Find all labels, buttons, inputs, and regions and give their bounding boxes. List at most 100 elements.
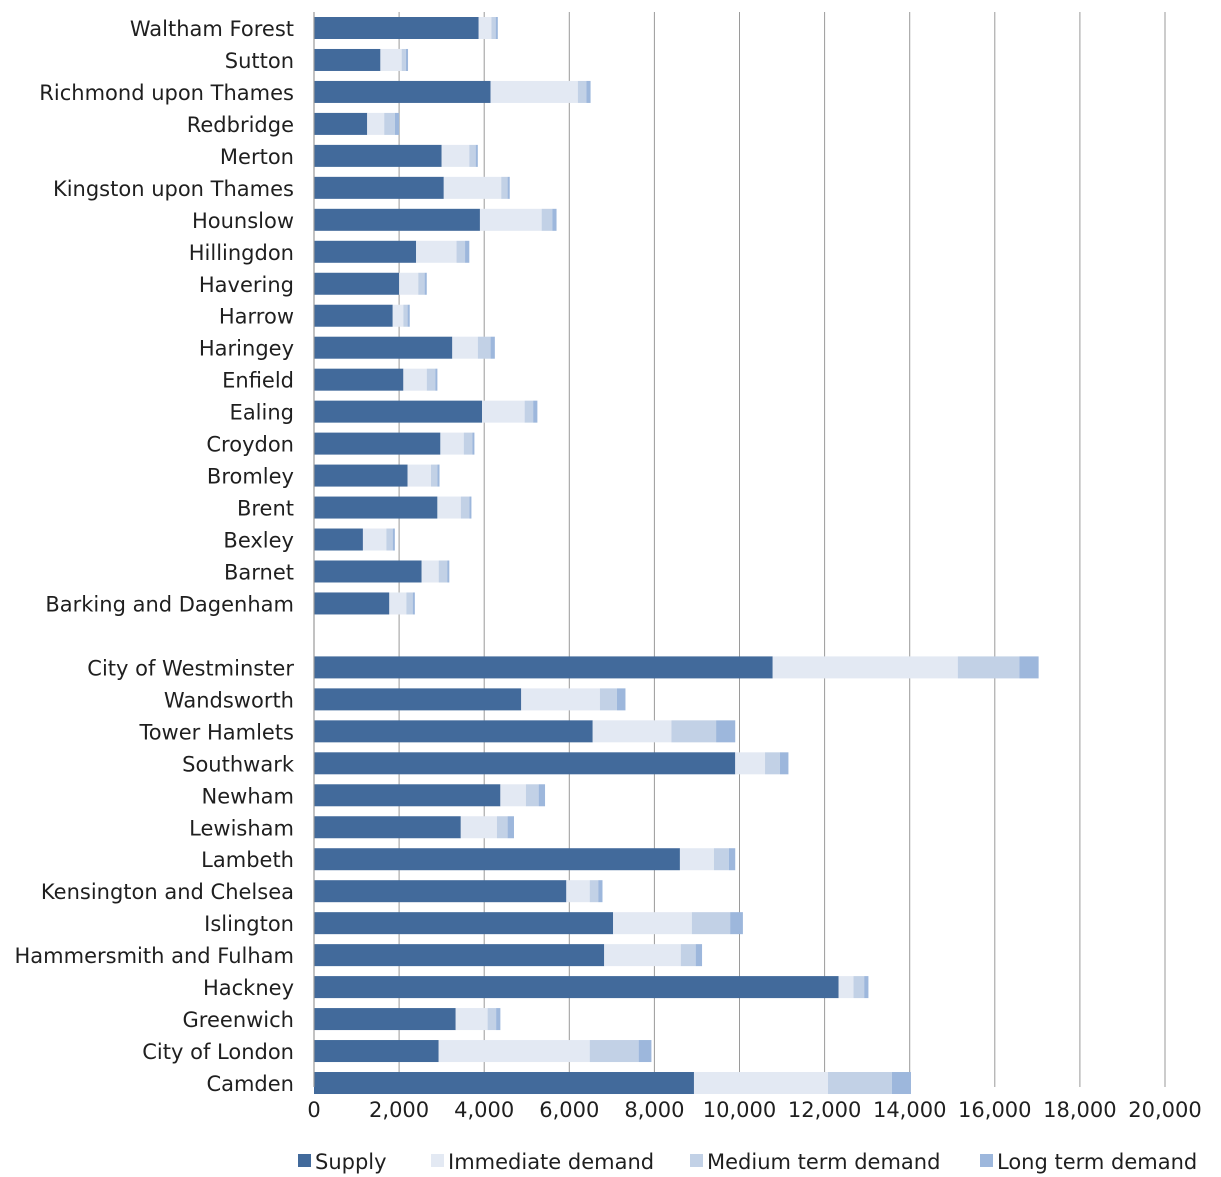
x-tick-labels: 0 2,000 4,000 6,000 8,000 10,000 12,000 14,000 1… <box>307 1098 1201 1122</box>
bar-segment-long-term-demand <box>472 432 475 455</box>
bar-segment-long-term-demand <box>779 752 789 775</box>
bar-segment-supply <box>314 176 444 199</box>
category-label: Harrow <box>219 305 294 329</box>
x-tick-label: 14,000 <box>873 1098 946 1122</box>
bar-segment-medium-term-demand <box>828 1072 892 1095</box>
bar-segment-immediate-demand <box>613 912 692 935</box>
bar-segment-medium-term-demand <box>469 144 476 167</box>
category-label: Merton <box>220 145 294 169</box>
bar-segment-immediate-demand <box>592 720 672 743</box>
bar-segment-supply <box>314 848 680 871</box>
bar-segment-supply <box>314 17 479 39</box>
bar-segment-long-term-demand <box>495 17 498 39</box>
category-label: Islington <box>204 912 294 936</box>
category-label: Brent <box>237 497 294 521</box>
bar-segment-long-term-demand <box>424 272 427 295</box>
bar-segment-long-term-demand <box>552 208 557 231</box>
category-label: Bromley <box>207 465 294 489</box>
bar-segment-immediate-demand <box>443 176 502 199</box>
bar-segment-long-term-demand <box>447 560 450 583</box>
legend-swatch <box>431 1154 444 1167</box>
bar-segment-immediate-demand <box>772 656 958 679</box>
x-tick-label: 4,000 <box>454 1098 514 1122</box>
category-label: Newham <box>202 784 294 808</box>
bar-segment-immediate-demand <box>478 17 492 39</box>
bar-segment-supply <box>314 400 483 423</box>
bar-segment-medium-term-demand <box>525 784 539 807</box>
category-label: Camden <box>206 1072 294 1096</box>
bar-segment-immediate-demand <box>399 272 419 295</box>
bar-segment-supply <box>314 112 368 135</box>
bar-segment-supply <box>314 1008 456 1031</box>
bar-segment-supply <box>314 144 442 167</box>
bar-segment-immediate-demand <box>438 1040 590 1063</box>
bar-segment-supply <box>314 432 441 455</box>
legend: Supply Immediate demand Medium term demand… <box>298 1150 1197 1174</box>
x-tick-label: 8,000 <box>624 1098 684 1122</box>
bar-segment-immediate-demand <box>452 336 478 359</box>
bar-segment-supply <box>314 304 393 327</box>
category-label: Hackney <box>203 976 294 1000</box>
legend-label: Long term demand <box>997 1150 1197 1174</box>
category-label: Hillingdon <box>189 241 294 265</box>
bar-segment-long-term-demand <box>538 784 546 807</box>
bar-segment-long-term-demand <box>695 944 703 967</box>
bar-segment-long-term-demand <box>730 912 743 935</box>
bar-segment-long-term-demand <box>1019 656 1039 679</box>
bar-segment-supply <box>314 720 593 743</box>
legend-swatch <box>690 1154 703 1167</box>
bar-segment-long-term-demand <box>405 48 409 71</box>
x-tick-label: 2,000 <box>369 1098 429 1122</box>
category-label: Lambeth <box>201 848 294 872</box>
bar-segment-medium-term-demand <box>691 912 731 935</box>
bar-segment-immediate-demand <box>490 80 578 103</box>
bar-segment-long-term-demand <box>407 304 410 327</box>
bar-segment-supply <box>314 368 404 391</box>
bar-segment-medium-term-demand <box>460 496 470 519</box>
bar-segment-supply <box>314 272 400 295</box>
bar-segment-supply <box>314 528 363 551</box>
bar-segment-supply <box>314 816 461 839</box>
bar-segment-immediate-demand <box>482 400 525 423</box>
x-tick-label: 16,000 <box>958 1098 1031 1122</box>
bar-segment-immediate-demand <box>604 944 681 967</box>
bar-segment-medium-term-demand <box>426 368 436 391</box>
category-labels: Waltham Forest Sutton Richmond upon Thames… <box>15 17 295 1096</box>
bar-segment-long-term-demand <box>616 688 626 711</box>
bar-segment-long-term-demand <box>412 592 415 615</box>
category-label: Tower Hamlets <box>138 720 294 744</box>
bar-segment-immediate-demand <box>407 464 432 487</box>
bar-segment-medium-term-demand <box>401 48 406 71</box>
bar-segment-long-term-demand <box>394 112 400 135</box>
category-label: City of Westminster <box>87 656 294 680</box>
bar-segment-immediate-demand <box>403 368 427 391</box>
bar-segment-medium-term-demand <box>477 336 491 359</box>
category-label: Sutton <box>225 49 294 73</box>
bar-segment-supply <box>314 688 522 711</box>
bar-segment-immediate-demand <box>455 1008 488 1031</box>
bar-segment-medium-term-demand <box>577 80 587 103</box>
bar-segment-supply <box>314 80 491 103</box>
bar-segment-medium-term-demand <box>403 304 408 327</box>
bar-segment-supply <box>314 880 567 903</box>
bar-segment-supply <box>314 208 480 231</box>
bar-segment-medium-term-demand <box>765 752 780 775</box>
bar-segment-long-term-demand <box>891 1072 911 1095</box>
bar-segment-medium-term-demand <box>456 240 466 263</box>
bar-segment-immediate-demand <box>437 496 461 519</box>
category-label: Barking and Dagenham <box>45 592 294 616</box>
x-tick-label: 18,000 <box>1043 1098 1116 1122</box>
bar-segment-medium-term-demand <box>957 656 1020 679</box>
legend-label: Immediate demand <box>448 1150 654 1174</box>
bar-segment-immediate-demand <box>367 112 385 135</box>
legend-label: Medium term demand <box>707 1150 940 1174</box>
bar-segment-medium-term-demand <box>491 17 496 39</box>
bar-segment-long-term-demand <box>728 848 736 871</box>
bar-segment-immediate-demand <box>479 208 542 231</box>
category-label: Greenwich <box>183 1008 294 1032</box>
legend-swatch <box>980 1154 993 1167</box>
bar-segment-immediate-demand <box>362 528 387 551</box>
bar-segment-immediate-demand <box>521 688 600 711</box>
bar-segment-supply <box>314 912 614 935</box>
